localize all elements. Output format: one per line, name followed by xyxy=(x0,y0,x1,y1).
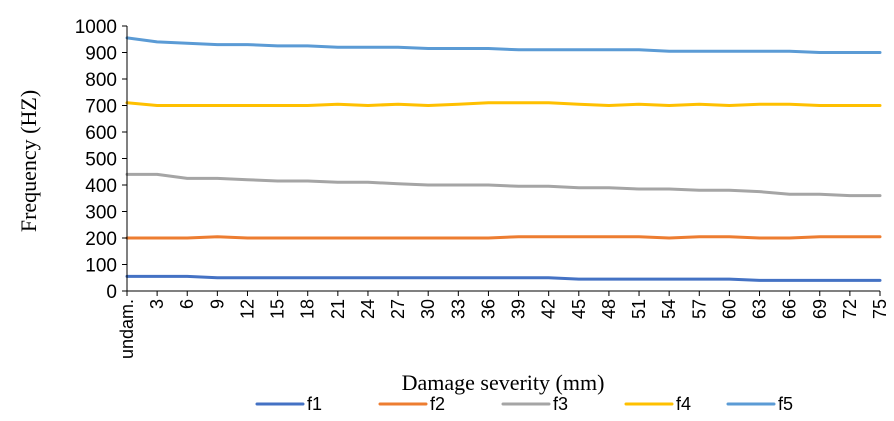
y-tick-label: 700 xyxy=(85,97,117,118)
x-tick-label: 21 xyxy=(328,299,348,319)
x-tick-label: 3 xyxy=(147,299,167,309)
x-tick-label: 48 xyxy=(599,299,619,319)
x-tick-label: 42 xyxy=(539,299,559,319)
x-tick-label: 9 xyxy=(207,299,227,309)
x-tick-label: 75 xyxy=(870,299,890,319)
y-tick-label: 600 xyxy=(85,123,117,144)
series-line-f3 xyxy=(125,172,882,198)
x-tick-label: 24 xyxy=(358,299,378,319)
y-tick-label: 100 xyxy=(85,256,117,277)
x-tick-label: 33 xyxy=(448,299,468,319)
x-tick-label: 57 xyxy=(689,299,709,319)
x-tick-label: 39 xyxy=(509,299,529,319)
series-line-f2 xyxy=(125,235,882,240)
series-lines xyxy=(125,36,882,282)
x-tick-label: 30 xyxy=(418,299,438,319)
legend-label-f4: f4 xyxy=(676,394,691,414)
series-line-f5 xyxy=(125,36,882,54)
x-tick-label: 27 xyxy=(388,299,408,319)
x-tick-label: 63 xyxy=(750,299,770,319)
x-tick-label: 45 xyxy=(569,299,589,319)
x-tick-label: 18 xyxy=(298,299,318,319)
x-axis-title: Damage severity (mm) xyxy=(402,370,605,395)
x-tick-label: 6 xyxy=(177,299,197,309)
y-tick-label: 300 xyxy=(85,203,117,224)
y-ticks: 0 100 200 300 400 500 600 700 800 900 1000 xyxy=(75,17,127,303)
y-tick-label: 500 xyxy=(85,150,117,171)
x-tick-label: 60 xyxy=(719,299,739,319)
series-line-f1 xyxy=(125,274,882,282)
x-tick-label: 15 xyxy=(268,299,288,319)
y-axis-title: Frequency (HZ) xyxy=(16,90,41,232)
x-tick-label: 51 xyxy=(629,299,649,319)
x-tick-label: 54 xyxy=(659,299,679,319)
x-tick-label: 36 xyxy=(478,299,498,319)
y-tick-label: 400 xyxy=(85,176,117,197)
x-ticks: undam. 3 6 9 12 15 18 21 24 27 30 33 36 39 42 45 48 51 54 5… xyxy=(117,291,890,359)
legend-label-f5: f5 xyxy=(778,394,793,414)
legend-label-f3: f3 xyxy=(553,394,568,414)
x-tick-label: 72 xyxy=(840,299,860,319)
series-line-f4 xyxy=(125,101,882,107)
y-tick-label: 900 xyxy=(85,44,117,65)
legend-label-f1: f1 xyxy=(307,394,322,414)
y-tick-label: 1000 xyxy=(75,17,117,38)
y-tick-label: 800 xyxy=(85,70,117,91)
y-tick-label: 0 xyxy=(106,282,117,303)
x-tick-label: 66 xyxy=(780,299,800,319)
legend: f1 f2 f3 f4 f5 xyxy=(255,394,793,414)
legend-label-f2: f2 xyxy=(430,394,445,414)
x-tick-label: undam. xyxy=(117,299,137,359)
x-tick-label: 12 xyxy=(238,299,258,319)
x-tick-label: 69 xyxy=(810,299,830,319)
axes xyxy=(126,26,880,292)
y-tick-label: 200 xyxy=(85,229,117,250)
